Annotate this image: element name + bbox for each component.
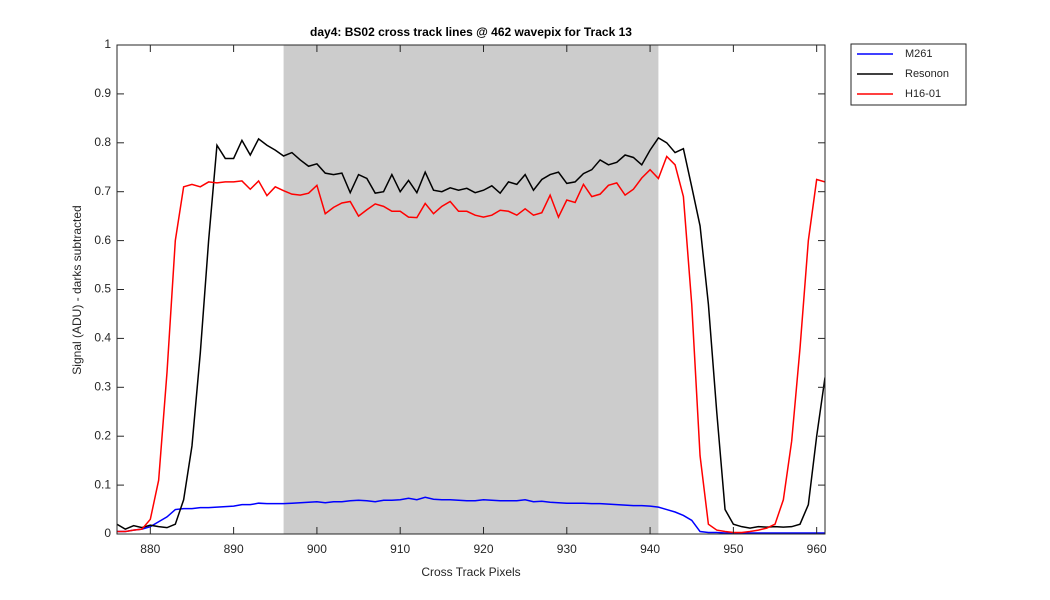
series-line — [117, 136, 825, 530]
x-axis-label: Cross Track Pixels — [421, 565, 520, 579]
y-tick-label: 0 — [104, 526, 111, 540]
y-tick-label: 0.7 — [94, 184, 111, 198]
x-tick-label: 950 — [723, 542, 743, 556]
y-tick-label: 0.8 — [94, 135, 111, 149]
legend-label: H16-01 — [905, 88, 941, 100]
y-tick-label: 0.9 — [94, 86, 111, 100]
y-tick-label: 1 — [104, 37, 111, 51]
y-tick-label: 0.3 — [94, 379, 111, 393]
plot-lines — [117, 136, 825, 534]
series-line — [117, 155, 825, 534]
x-tick-label: 930 — [557, 542, 577, 556]
x-tick-label: 960 — [807, 542, 827, 556]
x-tick-label: 880 — [140, 542, 160, 556]
y-tick-label: 0.6 — [94, 233, 111, 247]
legend-label: M261 — [905, 48, 933, 60]
series-line — [117, 496, 825, 534]
y-axis-label: Signal (ADU) - darks subtracted — [70, 205, 84, 374]
x-tick-label: 900 — [307, 542, 327, 556]
chart-title: day4: BS02 cross track lines @ 462 wavep… — [310, 25, 632, 39]
x-tick-label: 910 — [390, 542, 410, 556]
x-tick-label: 940 — [640, 542, 660, 556]
legend-label: Resonon — [905, 68, 949, 80]
y-tick-label: 0.2 — [94, 428, 111, 442]
shaded-region — [283, 45, 659, 534]
y-tick-label: 0.4 — [94, 331, 111, 345]
y-tick-label: 0.5 — [94, 282, 111, 296]
y-tick-label: 0.1 — [94, 477, 111, 491]
x-tick-label: 920 — [473, 542, 493, 556]
x-tick-label: 890 — [224, 542, 244, 556]
